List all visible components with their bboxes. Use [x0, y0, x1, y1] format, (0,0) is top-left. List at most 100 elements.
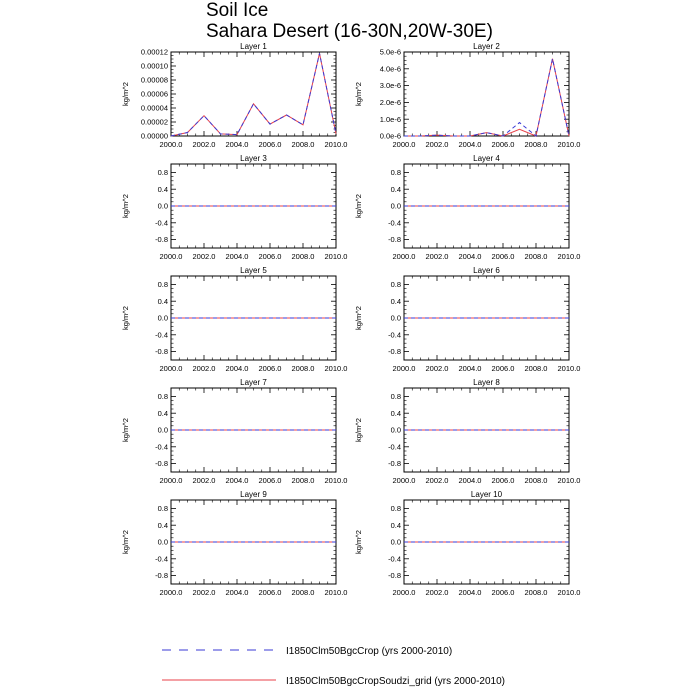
x-tick-label: 2010.0	[558, 140, 581, 149]
y-tick-label: 0.0	[158, 202, 168, 211]
y-tick-label: -0.8	[388, 571, 401, 580]
y-axis-label: kg/m^2	[354, 306, 363, 330]
x-tick-label: 2008.0	[525, 252, 548, 261]
x-tick-label: 2008.0	[292, 140, 315, 149]
x-tick-label: 2004.0	[459, 476, 482, 485]
y-tick-label: -0.4	[155, 554, 168, 563]
x-tick-label: 2006.0	[259, 140, 282, 149]
y-axis-label: kg/m^2	[354, 82, 363, 106]
x-tick-label: 2006.0	[259, 364, 282, 373]
series-line-solid	[404, 58, 570, 137]
x-tick-label: 2006.0	[492, 252, 515, 261]
y-tick-label: 0.0e-6	[380, 132, 401, 141]
y-tick-label: 0.0	[391, 202, 401, 211]
x-tick-label: 2006.0	[492, 140, 515, 149]
x-tick-label: 2010.0	[325, 476, 348, 485]
y-tick-label: -0.4	[155, 218, 168, 227]
y-tick-label: 0.4	[391, 521, 401, 530]
y-tick-label: -0.8	[155, 571, 168, 580]
x-tick-label: 2000.0	[393, 476, 416, 485]
y-tick-label: 1.0e-6	[380, 115, 401, 124]
plot-frame	[403, 51, 570, 137]
chart-title: Soil Ice	[206, 0, 269, 21]
x-tick-label: 2010.0	[558, 588, 581, 597]
y-tick-label: -0.4	[155, 330, 168, 339]
y-tick-label: 0.00000	[141, 132, 168, 141]
x-tick-label: 2004.0	[226, 476, 249, 485]
panel-6: Layer 6 2000.0 2002.0 2004.0 2006.0 2008.0 201…	[354, 266, 580, 373]
y-tick-label: 0.0	[158, 426, 168, 435]
x-tick-label: 2004.0	[226, 252, 249, 261]
x-tick-label: 2002.0	[193, 252, 216, 261]
x-tick-label: 2002.0	[426, 476, 449, 485]
panel-title: Layer 9	[240, 490, 267, 499]
panel-3: Layer 3 2000.0 2002.0 2004.0 2006.0 2008.0 201…	[121, 154, 347, 261]
y-tick-label: 0.0	[158, 538, 168, 547]
x-tick-label: 2002.0	[193, 476, 216, 485]
y-tick-label: 0.00006	[141, 90, 168, 99]
y-axis-label: kg/m^2	[121, 306, 130, 330]
y-tick-label: -0.4	[155, 442, 168, 451]
x-tick-label: 2010.0	[558, 364, 581, 373]
panel-2: Layer 2 2000.0 2002.0 2004.0 2006.0 2008.0 201…	[354, 42, 580, 149]
x-tick-label: 2008.0	[525, 588, 548, 597]
x-tick-label: 2010.0	[558, 252, 581, 261]
panel-9: Layer 9 2000.0 2002.0 2004.0 2006.0 2008.0 201…	[121, 490, 347, 597]
y-tick-label: 0.4	[391, 185, 401, 194]
x-tick-label: 2010.0	[325, 364, 348, 373]
y-tick-label: 0.4	[158, 409, 168, 418]
x-tick-label: 2002.0	[426, 140, 449, 149]
x-tick-label: 2002.0	[193, 364, 216, 373]
y-axis-label: kg/m^2	[354, 418, 363, 442]
x-tick-label: 2002.0	[426, 252, 449, 261]
y-tick-label: 0.8	[158, 280, 168, 289]
x-tick-label: 2004.0	[226, 364, 249, 373]
x-tick-label: 2002.0	[426, 364, 449, 373]
x-tick-label: 2000.0	[393, 252, 416, 261]
x-tick-label: 2000.0	[393, 588, 416, 597]
series-line-dashed	[404, 58, 570, 137]
x-tick-label: 2006.0	[492, 364, 515, 373]
x-tick-label: 2000.0	[160, 476, 183, 485]
y-tick-label: 0.8	[391, 504, 401, 513]
y-tick-label: 0.00010	[141, 62, 168, 71]
x-tick-label: 2004.0	[459, 588, 482, 597]
y-tick-label: 0.00012	[141, 48, 168, 57]
x-tick-label: 2002.0	[426, 588, 449, 597]
x-tick-label: 2000.0	[393, 140, 416, 149]
y-tick-label: 0.4	[158, 185, 168, 194]
y-tick-label: -0.8	[155, 459, 168, 468]
y-tick-label: -0.8	[388, 235, 401, 244]
x-tick-label: 2000.0	[393, 364, 416, 373]
panel-title: Layer 10	[471, 490, 503, 499]
x-tick-label: 2002.0	[193, 588, 216, 597]
series-line-dashed	[170, 53, 337, 137]
x-tick-label: 2004.0	[226, 140, 249, 149]
x-tick-label: 2000.0	[160, 140, 183, 149]
y-tick-label: 4.0e-6	[380, 64, 401, 73]
y-tick-label: 0.8	[391, 392, 401, 401]
x-tick-label: 2008.0	[525, 364, 548, 373]
panel-title: Layer 7	[240, 378, 267, 387]
panel-1: Layer 1 2000.0 2002.0 2004.0 2006.0 2008.0 201…	[121, 42, 347, 149]
y-tick-label: 0.8	[158, 168, 168, 177]
y-tick-label: -0.4	[388, 442, 401, 451]
panel-10: Layer 10 2000.0 2002.0 2004.0 2006.0 2008.0 20…	[354, 490, 580, 597]
panel-title: Layer 8	[473, 378, 500, 387]
x-tick-label: 2006.0	[259, 588, 282, 597]
y-tick-label: -0.4	[388, 330, 401, 339]
panel-title: Layer 4	[473, 154, 500, 163]
x-tick-label: 2000.0	[160, 588, 183, 597]
y-tick-label: 5.0e-6	[380, 48, 401, 57]
y-tick-label: -0.4	[388, 554, 401, 563]
panel-title: Layer 3	[240, 154, 267, 163]
y-axis-label: kg/m^2	[354, 194, 363, 218]
x-tick-label: 2000.0	[160, 252, 183, 261]
y-tick-label: 0.8	[158, 392, 168, 401]
y-tick-label: 0.4	[391, 297, 401, 306]
x-tick-label: 2006.0	[259, 476, 282, 485]
x-tick-label: 2000.0	[160, 364, 183, 373]
x-tick-label: 2010.0	[325, 588, 348, 597]
x-tick-label: 2004.0	[459, 140, 482, 149]
